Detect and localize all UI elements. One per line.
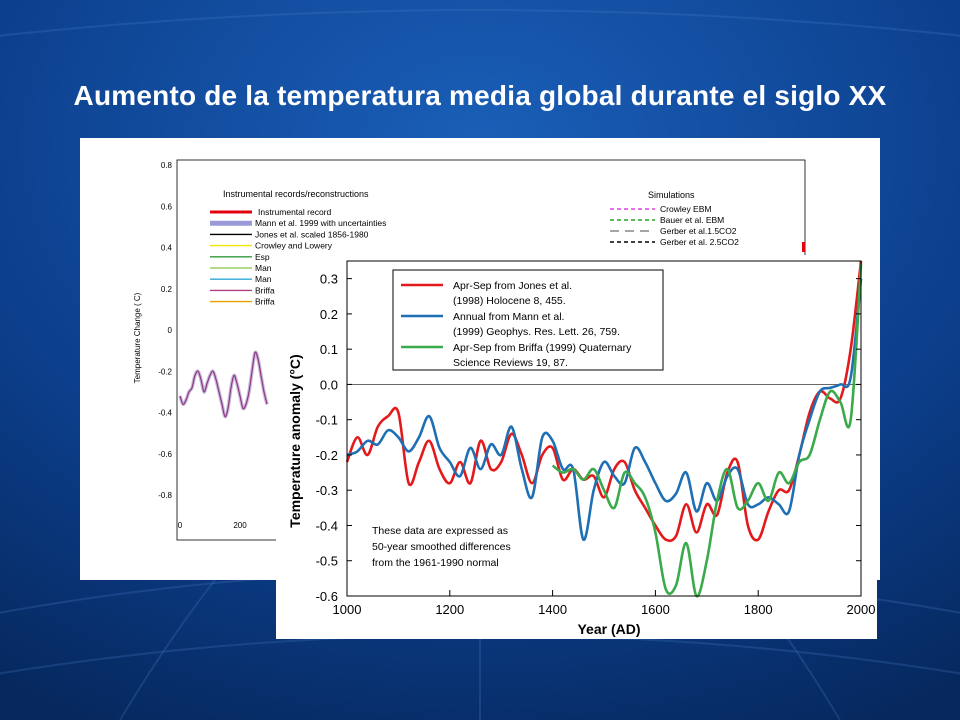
y-tick-label: 0.2 — [320, 307, 338, 322]
legend-label: Annual from Mann et al. — [453, 311, 564, 323]
x-tick-label: 1200 — [435, 602, 464, 617]
series-group — [345, 260, 863, 598]
x-ticks: 0 200 — [178, 521, 247, 530]
series-line — [346, 278, 863, 541]
y-tick-label: -0.2 — [316, 448, 338, 463]
x-tick-label: 2000 — [847, 602, 876, 617]
y-tick-label: -0.1 — [316, 413, 338, 428]
legend-label: Instrumental record — [258, 207, 331, 217]
series-line — [345, 260, 863, 543]
y-ticks: 0.8 0.6 0.4 0.2 0 -0.2 -0.4 -0.6 -0.8 — [158, 161, 172, 500]
y-tick-label: 0.6 — [161, 202, 173, 211]
x-ticks: 1000 1200 1400 1600 1800 2000 — [333, 590, 876, 617]
legend-label: Crowley EBM — [660, 204, 711, 214]
x-tick-label: 1000 — [333, 602, 362, 617]
y-tick-label: 0.8 — [161, 161, 173, 170]
right-edge-marker — [802, 242, 805, 252]
annotation-line: from the 1961-1990 normal — [372, 557, 499, 569]
annotation-line: 50-year smoothed differences — [372, 541, 511, 553]
x-tick-label: 0 — [178, 521, 183, 530]
legend-label: Bauer et al. EBM — [660, 215, 724, 225]
annotation-line: These data are expressed as — [372, 525, 508, 537]
y-tick-label: 0.4 — [161, 244, 173, 253]
legend-label: Briffa — [255, 285, 275, 295]
legend-label: (1998) Holocene 8, 455. — [453, 295, 566, 307]
legend-right-title: Simulations — [648, 190, 695, 200]
anomaly-chart-panel: Temperature anomaly (°C) 0.3 0.2 0.1 0.0 -0.… — [276, 255, 877, 639]
y-tick-label: -0.6 — [158, 450, 172, 459]
series-group — [178, 350, 269, 419]
legend-label: Crowley and Lowery — [255, 241, 333, 251]
slide-title: Aumento de la temperatura media global d… — [73, 80, 887, 111]
y-tick-label: -0.3 — [316, 483, 338, 498]
y-tick-label: -0.2 — [158, 367, 172, 376]
y-tick-label: -0.4 — [316, 518, 338, 533]
legend-label: Apr-Sep from Jones et al. — [453, 280, 572, 292]
legend-label: Jones et al. scaled 1856-1980 — [255, 229, 369, 239]
anomaly-chart: Temperature anomaly (°C) 0.3 0.2 0.1 0.0 -0.… — [287, 260, 876, 637]
y-tick-label: 0.0 — [320, 377, 338, 392]
y-ticks: 0.3 0.2 0.1 0.0 -0.1 -0.2 -0.3 -0.4 -0.5 -0.6 — [316, 272, 861, 604]
y-tick-label: 0.1 — [320, 342, 338, 357]
legend: Apr-Sep from Jones et al. (1998) Holocene… — [401, 280, 632, 369]
y-tick-label: 0.2 — [161, 285, 173, 294]
plot-frame — [346, 260, 862, 597]
x-tick-label: 1400 — [538, 602, 567, 617]
legend-label: Mann et al. 1999 with uncertainties — [255, 218, 386, 228]
legend-label: Man — [255, 263, 272, 273]
y-tick-label: -0.4 — [158, 409, 172, 418]
y-axis-label: Temperature anomaly (°C) — [287, 354, 303, 527]
y-tick-label: -0.6 — [316, 589, 338, 604]
x-tick-label: 1800 — [744, 602, 773, 617]
y-axis-label: Temperature Change ( C) — [133, 292, 142, 383]
legend-box — [392, 269, 664, 371]
legend-label: Man — [255, 274, 272, 284]
x-tick-label: 1600 — [641, 602, 670, 617]
y-tick-label: -0.5 — [316, 554, 338, 569]
legend-left-title: Instrumental records/reconstructions — [223, 189, 369, 199]
annotation: These data are expressed as 50-year smoot… — [372, 525, 511, 569]
legend-label: Briffa — [255, 297, 275, 307]
legend-label: (1999) Geophys. Res. Lett. 26, 759. — [453, 326, 620, 338]
series-line — [179, 351, 268, 418]
legend-label: Gerber et al.1.5CO2 — [660, 226, 737, 236]
y-tick-label: 0 — [168, 326, 173, 335]
x-tick-label: 200 — [233, 521, 247, 530]
legend-label: Science Reviews 19, 87. — [453, 357, 568, 369]
y-tick-label: 0.3 — [320, 272, 338, 287]
legend-label: Gerber et al. 2.5CO2 — [660, 237, 739, 247]
y-tick-label: -0.8 — [158, 491, 172, 500]
legend-label: Esp — [255, 252, 270, 262]
legend-label: Apr-Sep from Briffa (1999) Quaternary — [453, 342, 632, 354]
series-line — [551, 264, 863, 598]
x-axis-label: Year (AD) — [577, 621, 640, 637]
